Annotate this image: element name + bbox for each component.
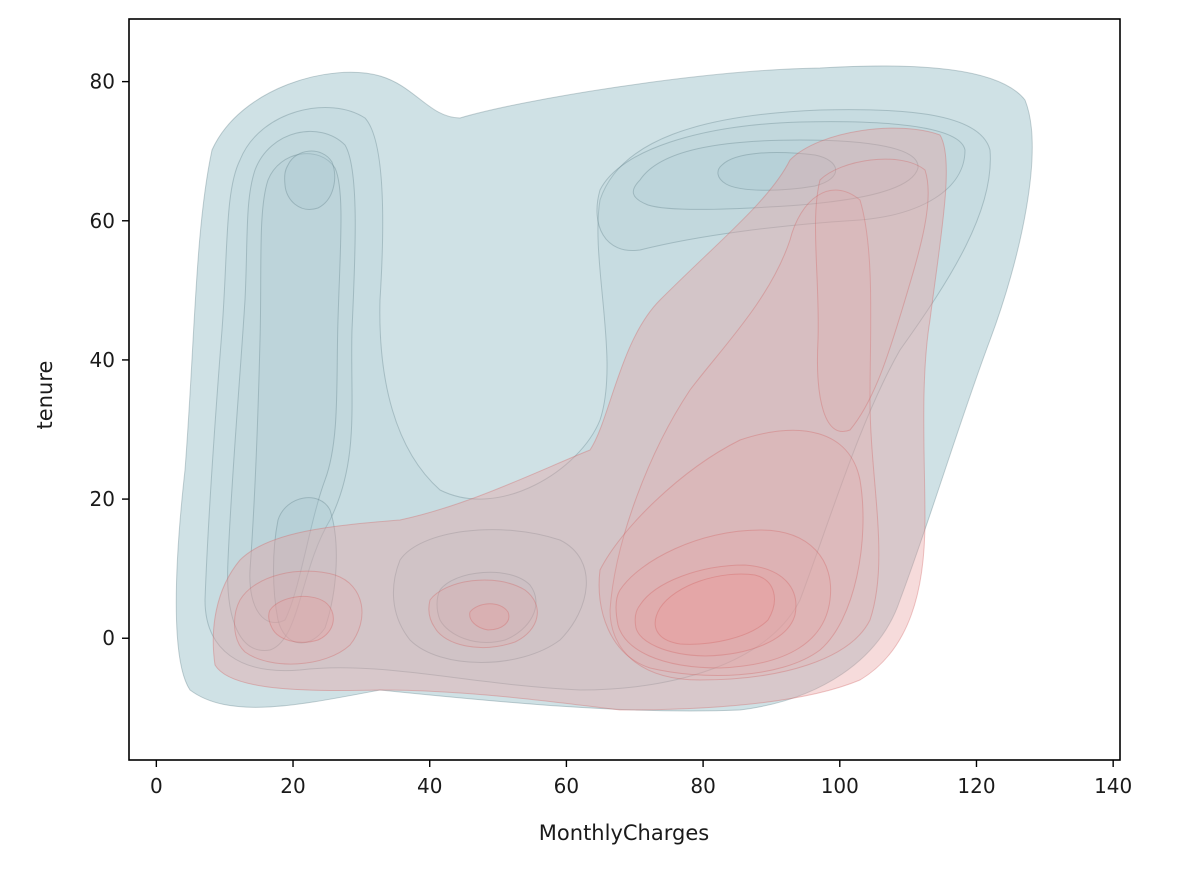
x-tick-label: 0 [150,774,163,798]
red-contour-level-8 [268,596,334,643]
plot-frame [128,18,1121,761]
blue-contour-level-4 [596,121,966,252]
red-contour-level-1 [212,127,947,711]
y-tick-label: 0 [102,626,115,650]
y-tick-label: 80 [90,70,115,94]
red-contour-level-6 [654,573,775,645]
x-tick-label: 100 [821,774,859,798]
x-tick-label: 40 [417,774,442,798]
y-axis: 0 20 40 60 80 [90,70,129,650]
series-blue-density [175,65,1033,712]
x-tick-label: 60 [554,774,579,798]
blue-contour-level-10 [392,529,587,663]
x-tick-label: 140 [1094,774,1132,798]
red-contour-level-11 [815,158,929,432]
blue-contour-level-2 [204,106,991,691]
red-contour-level-4 [615,529,832,669]
series-red-density [212,127,947,711]
blue-contour-level-9 [273,497,337,644]
red-contour-level-3 [598,429,864,676]
x-tick-label: 120 [957,774,995,798]
blue-contour-level-6 [717,151,837,191]
x-axis-label: MonthlyCharges [539,821,709,845]
blue-contour-level-11 [436,571,537,643]
y-tick-label: 20 [90,487,115,511]
blue-contour-level-7 [249,153,342,623]
red-contour-level-10 [469,603,510,631]
blue-contour-level-1 [175,65,1033,712]
red-contour-level-9 [428,579,538,648]
red-contour-level-7 [234,570,363,665]
red-contour-level-5 [634,564,797,657]
x-tick-label: 20 [280,774,305,798]
blue-contour-level-3 [227,130,356,651]
y-tick-label: 60 [90,209,115,233]
x-tick-label: 80 [690,774,715,798]
x-axis: 0 20 40 60 80 100 120 140 [150,760,1132,798]
y-axis-label: tenure [33,361,57,430]
y-tick-label: 40 [90,348,115,372]
blue-contour-level-5 [632,139,919,211]
red-contour-level-2 [609,189,880,681]
blue-contour-level-8 [284,150,336,210]
